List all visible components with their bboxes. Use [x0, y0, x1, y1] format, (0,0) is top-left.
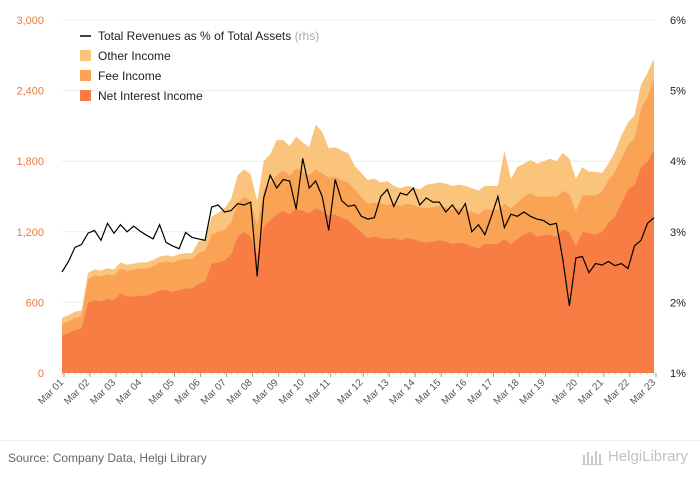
x-tick-label: Mar 19 [518, 377, 548, 407]
x-tick-label: Mar 11 [304, 377, 334, 407]
area-net-interest-income [62, 149, 654, 373]
x-tick-label: Mar 09 [251, 377, 281, 407]
x-tick-label: Mar 08 [225, 377, 255, 407]
legend-label: Total Revenues as % of Total Assets (rhs… [98, 29, 319, 43]
x-tick-label: Mar 17 [466, 377, 496, 407]
legend-area-swatch [80, 90, 91, 101]
y-right-tick-label: 3% [670, 227, 686, 239]
x-tick-label: Mar 16 [440, 377, 470, 407]
line-total-revenues-pct-assets [61, 158, 655, 306]
x-tick-label: Mar 15 [414, 377, 444, 407]
legend-label: Net Interest Income [98, 89, 203, 103]
x-tick-label: Mar 01 [36, 377, 66, 407]
area-fee-income [62, 78, 654, 336]
x-tick-label: Mar 21 [576, 377, 606, 407]
library-icon [581, 450, 603, 465]
legend-rhs-suffix: (rhs) [295, 29, 320, 43]
x-tick-label: Mar 07 [199, 377, 229, 407]
y-right-tick-label: 5% [670, 86, 686, 98]
x-tick-label: Mar 02 [62, 377, 92, 407]
x-tick-label: Mar 04 [114, 377, 144, 407]
legend-area-swatch [80, 50, 91, 61]
x-tick-label: Mar 12 [336, 377, 366, 407]
x-tick-label: Mar 23 [628, 377, 658, 407]
chart: 0 600 1,200 1,800 2,400 3,000 1% 2% 3% 4% 5% 6% Mar … [16, 15, 686, 407]
x-tick-label: Mar 10 [277, 377, 307, 407]
y-right-tick-label: 6% [670, 15, 686, 27]
divider [0, 440, 700, 441]
x-tick-label: Mar 14 [388, 377, 418, 407]
x-tick-label: Mar 22 [602, 377, 632, 407]
y-right-tick-label: 1% [670, 368, 686, 380]
area-other-income [62, 58, 654, 324]
y-left-tick-label: 1,200 [16, 227, 44, 239]
helgi-library-logo[interactable]: HelgiLibrary [581, 448, 688, 465]
y-left-tick-label: 2,400 [16, 86, 44, 98]
y-left-tick-label: 0 [38, 368, 44, 380]
legend-label: Fee Income [98, 69, 162, 83]
y-left-tick-label: 600 [26, 297, 44, 309]
y-left-tick-label: 3,000 [16, 15, 44, 27]
x-tick-label: Mar 18 [492, 377, 522, 407]
x-tick-label: Mar 13 [362, 377, 392, 407]
legend-area-swatch [80, 70, 91, 81]
y-right-tick-label: 2% [670, 297, 686, 309]
x-tick-label: Mar 20 [550, 377, 580, 407]
x-tick-label: Mar 05 [147, 377, 177, 407]
x-tick-label: Mar 06 [173, 377, 203, 407]
x-tick-label: Mar 03 [88, 377, 118, 407]
logo-text: HelgiLibrary [607, 448, 688, 465]
y-right-tick-label: 4% [670, 156, 686, 168]
legend-label: Other Income [98, 49, 171, 63]
source-note: Source: Company Data, Helgi Library [8, 451, 207, 465]
y-left-tick-label: 1,800 [16, 156, 44, 168]
